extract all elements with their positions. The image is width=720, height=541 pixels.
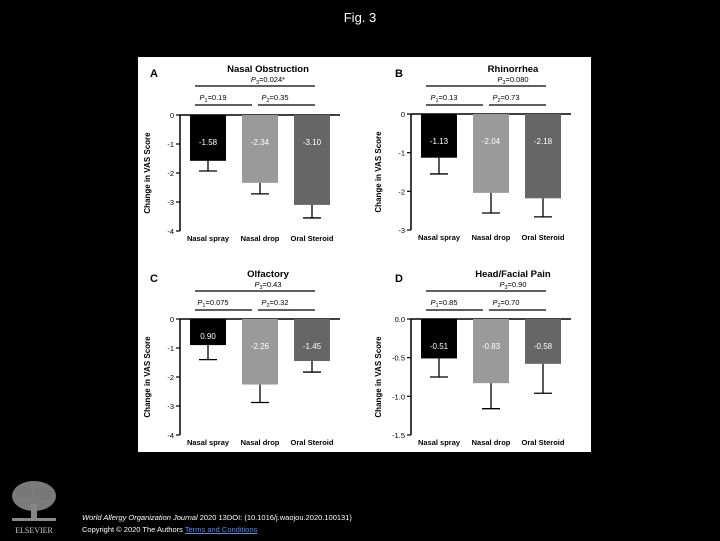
- x-tick-label: Oral Steroid: [522, 438, 565, 447]
- x-tick-label: Nasal drop: [241, 234, 280, 243]
- copyright-text: Copyright © 2020 The Authors: [82, 525, 183, 534]
- data-label: -3.10: [303, 138, 322, 147]
- x-tick-label: Nasal drop: [472, 233, 511, 242]
- y-tick-label: 0.0: [395, 315, 405, 324]
- y-tick-label: 0: [170, 315, 174, 324]
- chart-title: Olfactory: [247, 269, 289, 280]
- data-label: -2.26: [251, 342, 270, 351]
- bar-oral-steroid: [294, 115, 330, 205]
- y-tick-label: -1: [167, 344, 174, 353]
- footer-citation: World Allergy Organization Journal 2020 …: [82, 512, 352, 536]
- bar-nasal-spray: [421, 114, 457, 158]
- y-tick-label: -0.5: [392, 354, 405, 363]
- bar-oral-steroid: [525, 319, 561, 364]
- y-tick-label: -2: [167, 169, 174, 178]
- p-value-1: P1=0.19: [199, 93, 226, 104]
- data-label: -1.13: [430, 137, 449, 146]
- x-tick-label: Oral Steroid: [522, 233, 565, 242]
- x-tick-label: Nasal drop: [241, 438, 280, 447]
- bar-nasal-spray: [421, 319, 457, 359]
- p-value-2: P2=0.35: [261, 93, 288, 104]
- x-tick-label: Nasal spray: [418, 233, 461, 242]
- y-tick-label: -2: [398, 187, 405, 196]
- y-tick-label: -1.5: [392, 431, 405, 440]
- bar-nasal-drop: [242, 115, 278, 183]
- x-tick-label: Oral Steroid: [291, 234, 334, 243]
- data-label: -1.45: [303, 342, 322, 351]
- bar-oral-steroid: [525, 114, 561, 199]
- data-label: -0.58: [534, 342, 553, 351]
- y-tick-label: -1: [398, 149, 405, 158]
- data-label: -1.58: [199, 138, 218, 147]
- bar-nasal-spray: [190, 319, 226, 346]
- bar-nasal-drop: [473, 114, 509, 193]
- p-value-2: P2=0.73: [492, 93, 519, 104]
- panel-letter: D: [395, 273, 403, 285]
- y-tick-label: -2: [167, 373, 174, 382]
- journal-name: World Allergy Organization Journal: [82, 513, 198, 522]
- y-tick-label: -4: [167, 431, 174, 440]
- y-tick-label: -3: [398, 226, 405, 235]
- bar-nasal-drop: [242, 319, 278, 385]
- bar-nasal-spray: [190, 115, 226, 161]
- p-value-2: P2=0.70: [492, 298, 519, 309]
- p-value-2: P2=0.32: [261, 298, 288, 309]
- x-tick-label: Nasal spray: [187, 234, 230, 243]
- chart-title: Nasal Obstruction: [227, 64, 309, 75]
- chart-title: Rhinorrhea: [488, 64, 539, 75]
- chart-title: Head/Facial Pain: [475, 269, 551, 280]
- bar-nasal-drop: [473, 319, 509, 384]
- elsevier-wordmark: ELSEVIER: [15, 526, 53, 535]
- panel-letter: C: [150, 273, 158, 285]
- p-value-overall: P3=0.080: [497, 75, 528, 86]
- p-value-1: P1=0.13: [430, 93, 457, 104]
- x-tick-label: Nasal spray: [187, 438, 230, 447]
- y-tick-label: -1.0: [392, 392, 405, 401]
- terms-link[interactable]: Terms and Conditions: [184, 525, 258, 534]
- y-tick-label: -1: [167, 140, 174, 149]
- p-value-overall: P3=0.024*: [251, 75, 285, 86]
- data-label: -2.34: [251, 138, 270, 147]
- y-axis-label: Change in VAS Score: [374, 131, 383, 213]
- panel-letter: B: [395, 68, 403, 80]
- citation-doi: 2020 13DOI: (10.1016/j.waojou.2020.10013…: [199, 513, 352, 522]
- figure-title: Fig. 3: [343, 10, 377, 25]
- y-axis-label: Change in VAS Score: [374, 336, 383, 418]
- y-tick-label: -4: [167, 227, 174, 236]
- y-tick-label: -3: [167, 402, 174, 411]
- tree-icon: [12, 481, 56, 521]
- panel-letter: A: [150, 68, 158, 80]
- p-value-1: P1=0.075: [197, 298, 228, 309]
- x-tick-label: Nasal drop: [472, 438, 511, 447]
- y-tick-label: 0: [401, 110, 405, 119]
- y-tick-label: 0: [170, 111, 174, 120]
- p-value-1: P1=0.85: [430, 298, 457, 309]
- y-tick-label: -3: [167, 198, 174, 207]
- figure-panel: A Nasal Obstruction P3=0.024* P1=0.19 P2=0.3…: [138, 57, 591, 452]
- y-axis-label: Change in VAS Score: [143, 132, 152, 214]
- data-label: 0.90: [200, 332, 216, 341]
- data-label: -0.83: [482, 342, 501, 351]
- p-value-overall: P3=0.43: [254, 280, 281, 291]
- p-value-overall: P3=0.90: [499, 280, 526, 291]
- data-label: -2.18: [534, 137, 553, 146]
- x-tick-label: Nasal spray: [418, 438, 461, 447]
- data-label: -0.51: [430, 342, 449, 351]
- y-axis-label: Change in VAS Score: [143, 336, 152, 418]
- x-tick-label: Oral Steroid: [291, 438, 334, 447]
- elsevier-logo: ELSEVIER: [6, 478, 62, 536]
- bar-oral-steroid: [294, 319, 330, 362]
- data-label: -2.04: [482, 137, 501, 146]
